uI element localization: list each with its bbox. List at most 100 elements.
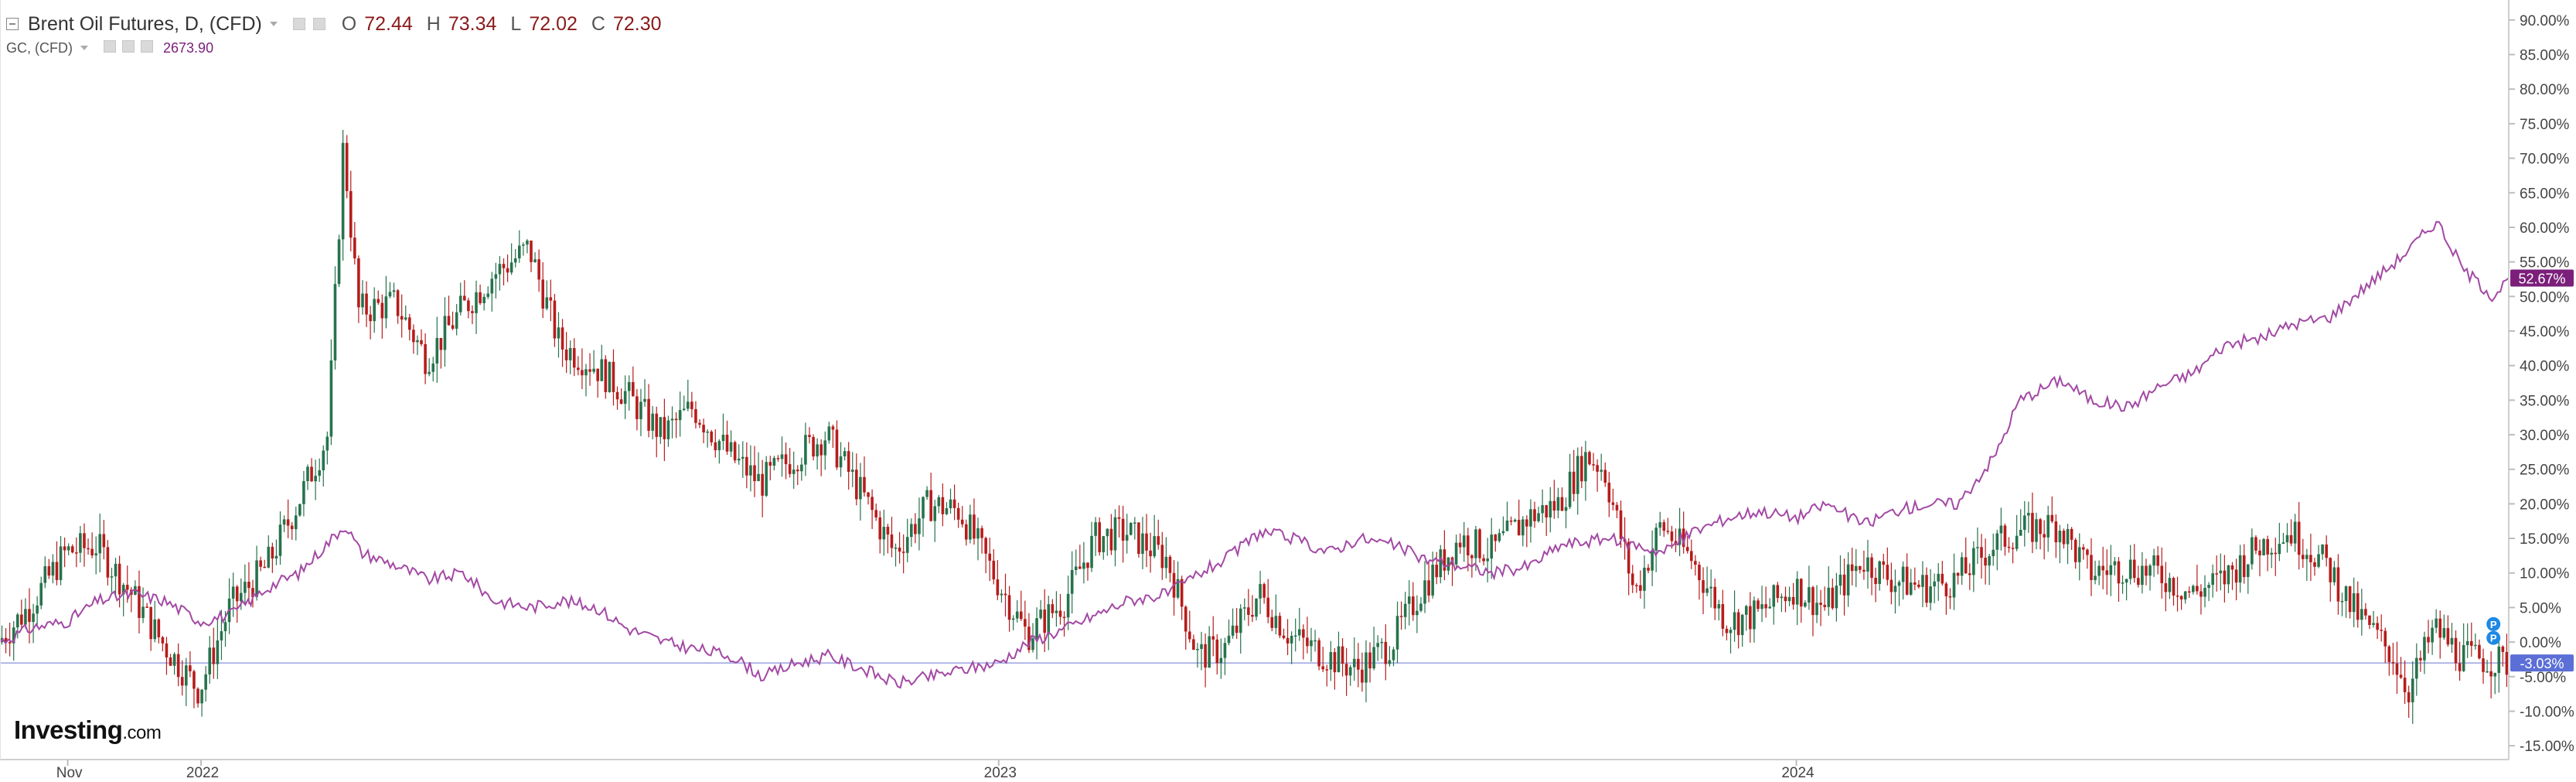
candle [1399, 601, 1403, 630]
dropdown-caret-icon[interactable] [269, 22, 278, 26]
candle [1153, 514, 1156, 558]
candle [772, 456, 776, 471]
candle [1921, 561, 1924, 608]
candle [1690, 539, 1693, 569]
candle [1215, 633, 1219, 674]
candle-body [1051, 604, 1055, 613]
candle-body [2132, 559, 2136, 579]
candle-body [1035, 618, 1038, 639]
candle-body [462, 295, 466, 301]
candle-body [2356, 593, 2360, 620]
candle-body [384, 296, 388, 319]
candle-body [75, 552, 78, 554]
candle [1517, 499, 1521, 536]
candle [2293, 514, 2297, 552]
compare-dropdown-caret-icon[interactable] [80, 46, 88, 50]
candle [294, 506, 298, 541]
candle [161, 636, 165, 652]
candle-body [145, 606, 148, 608]
candle-body [1302, 629, 1305, 638]
candle [282, 515, 286, 533]
symbol-title[interactable]: Brent Oil Futures, D, (CFD) [28, 13, 262, 35]
candle-body [1498, 533, 1501, 541]
candle-body [189, 665, 192, 671]
candle-body [682, 408, 686, 411]
candle [2199, 584, 2203, 615]
candle [2035, 512, 2038, 550]
candle-body [984, 538, 987, 554]
visibility-icon[interactable] [312, 18, 325, 30]
candle-body [604, 359, 608, 393]
candle [1823, 586, 1826, 611]
candle [2380, 614, 2383, 642]
candle-body [1838, 574, 1842, 586]
candle-body [1556, 497, 1560, 511]
candle [2446, 615, 2450, 647]
settings-icon[interactable] [292, 18, 305, 30]
candle [1533, 501, 1536, 528]
candle-body [831, 426, 835, 430]
candle [94, 536, 97, 575]
candle-body [1611, 502, 1615, 505]
candle-body [70, 546, 74, 553]
candle [1886, 547, 1889, 586]
candle [1431, 551, 1434, 599]
candle-body [2022, 515, 2026, 530]
collapse-icon[interactable] [6, 18, 19, 30]
candle-body [784, 454, 788, 465]
candle [541, 261, 545, 319]
candle [1086, 562, 1089, 581]
candle [1941, 561, 1944, 586]
candle-body [161, 637, 165, 644]
candle-body [1804, 603, 1807, 607]
candle [2258, 539, 2261, 577]
candle [90, 532, 94, 558]
candle [1862, 550, 1866, 580]
candle [1948, 588, 1952, 610]
candle-body [596, 368, 599, 381]
candle [1596, 459, 1599, 492]
investing-logo: Investing.com [14, 715, 162, 745]
candle-body [1027, 627, 1031, 651]
candle-body [1231, 625, 1235, 636]
candle [526, 239, 529, 254]
candle [63, 537, 66, 568]
candle-body [337, 239, 341, 285]
candle-body [1764, 604, 1767, 609]
compare-visibility-icon[interactable] [122, 40, 135, 53]
candle [2128, 545, 2132, 585]
candle [1736, 609, 1740, 649]
candle-body [55, 562, 59, 580]
last-value-badge-bg [2510, 654, 2574, 672]
candle-body [282, 519, 286, 525]
y-tick-label: 40.00% [2520, 359, 2570, 375]
candle-body [1784, 596, 1787, 602]
candle [1035, 607, 1038, 660]
candle-body [1846, 564, 1850, 596]
candle-body [231, 586, 235, 599]
candle [1784, 586, 1787, 613]
candle [1172, 560, 1176, 616]
compare-close-icon[interactable] [141, 40, 154, 53]
candle [592, 350, 595, 374]
candle [1019, 590, 1023, 621]
x-tick-label: 2022 [186, 765, 219, 781]
candle [1639, 570, 1642, 599]
compare-symbol[interactable]: GC, (CFD) [6, 40, 73, 56]
candle-body [87, 548, 90, 550]
candle-body [588, 369, 591, 372]
candle-body [2073, 539, 2077, 562]
candle [706, 429, 709, 448]
candle [2168, 572, 2172, 599]
candle-body [804, 435, 807, 465]
candle-body [937, 497, 941, 507]
candle-body [490, 278, 494, 294]
candle [1654, 523, 1658, 572]
compare-settings-icon[interactable] [103, 40, 116, 53]
candle [530, 241, 533, 272]
candle-body [1160, 545, 1164, 569]
candle-body [2039, 519, 2042, 534]
candle-body [1454, 542, 1458, 565]
